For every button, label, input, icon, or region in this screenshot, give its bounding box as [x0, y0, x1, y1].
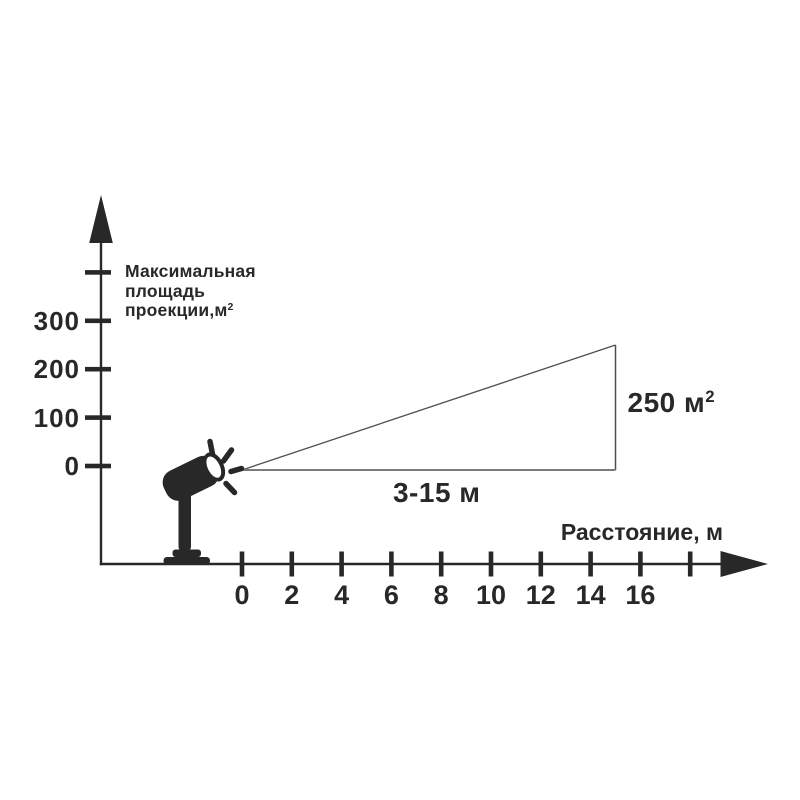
x-axis-tick-label: 2 [284, 580, 300, 610]
right-arrowhead-icon [720, 551, 768, 577]
y-axis-tick [85, 415, 111, 420]
x-axis-ticks [239, 551, 693, 577]
y-axis-tick-label: 0 [64, 451, 80, 481]
y-axis-title-line: Максимальная [125, 261, 256, 281]
y-axis-title-line: проекции,м2 [125, 300, 234, 320]
x-axis-tick [488, 551, 494, 577]
x-axis-tick-label: 6 [383, 580, 399, 610]
x-axis-tick [389, 551, 394, 577]
y-axis-tick-label: 300 [33, 305, 80, 336]
x-axis-tick-label: 12 [525, 580, 556, 610]
y-axis-tick [85, 318, 111, 324]
x-axis-tick [588, 551, 593, 577]
light-rays-icon [207, 438, 245, 496]
x-axis-tick-label: 8 [433, 580, 449, 610]
y-axis-tick [85, 270, 111, 275]
y-axis [85, 195, 113, 566]
x-axis-tick-label: 16 [625, 580, 656, 610]
x-axis-title: Расстояние, м [560, 519, 723, 545]
y-axis-title-line: площадь [125, 280, 206, 301]
x-axis-tick [289, 551, 295, 577]
x-axis-tick-label: 14 [575, 580, 606, 610]
beam-triangle [241, 344, 617, 471]
x-axis-tick-label: 4 [334, 580, 350, 610]
projector-head [162, 452, 226, 501]
y-axis-tick [85, 366, 111, 372]
projector-lens [206, 456, 222, 478]
annotation-distance-range: 3-15 м [392, 477, 481, 508]
projector-base-bottom [163, 557, 210, 565]
y-axis-title: Максимальная площадь проекции,м2 [125, 261, 256, 324]
x-axis-tick [339, 551, 344, 577]
x-axis-tick-label: 10 [475, 580, 507, 610]
x-axis-tick [638, 551, 643, 577]
y-axis-ticks [85, 270, 111, 469]
annotation-area-superscript: 2 [705, 387, 716, 407]
x-axis-tick-label: 0 [234, 580, 250, 610]
beam-hypotenuse-line [241, 344, 616, 471]
x-axis-tick [239, 551, 245, 577]
spotlight-projector-icon [162, 438, 245, 565]
y-axis-tick-label: 200 [33, 354, 80, 385]
y-axis-tick-label: 100 [33, 402, 80, 433]
up-arrowhead-icon [89, 195, 113, 243]
x-axis-tick [538, 551, 544, 577]
y-axis-title-superscript: 2 [227, 301, 234, 314]
y-axis-tick [85, 463, 111, 469]
projector-base-top [172, 549, 201, 557]
annotation-area-value: 250 м2 [627, 386, 716, 418]
x-axis-tick [687, 551, 693, 577]
x-axis-tick [438, 551, 444, 577]
